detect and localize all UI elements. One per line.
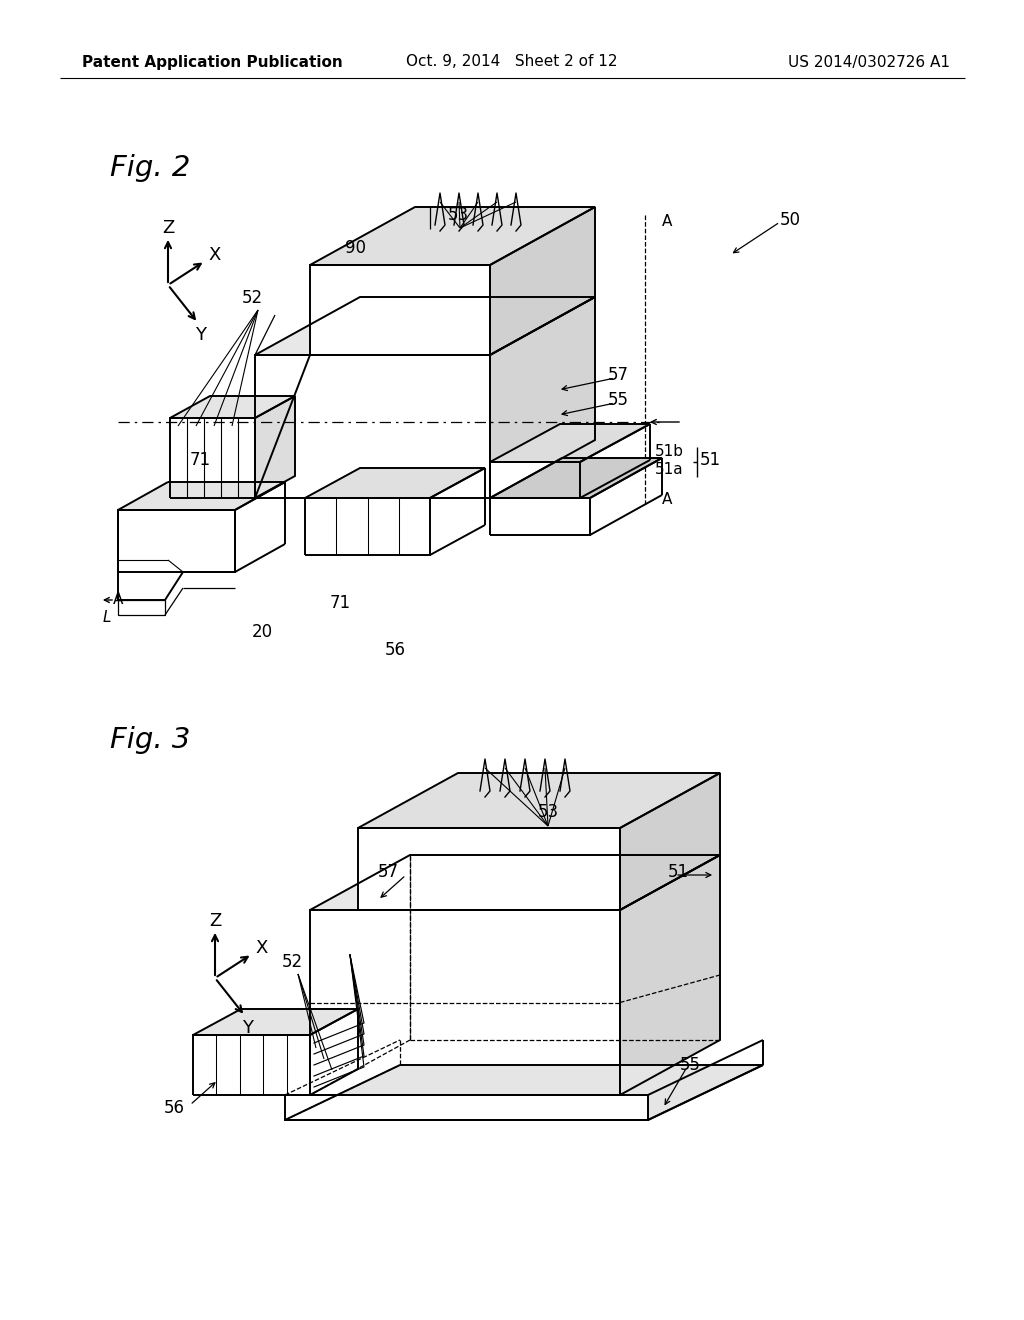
Text: Patent Application Publication: Patent Application Publication (82, 54, 343, 70)
Polygon shape (620, 855, 720, 1096)
Text: 51: 51 (668, 863, 688, 880)
Text: Fig. 3: Fig. 3 (110, 726, 190, 754)
Text: 53: 53 (538, 803, 558, 821)
Text: 53: 53 (447, 206, 469, 224)
Polygon shape (490, 458, 662, 498)
Text: 56: 56 (384, 642, 406, 659)
Text: 57: 57 (607, 366, 629, 384)
Text: 52: 52 (242, 289, 262, 308)
Polygon shape (358, 774, 720, 828)
Polygon shape (193, 1035, 310, 1096)
Polygon shape (193, 1008, 358, 1035)
Polygon shape (118, 482, 285, 510)
Polygon shape (118, 601, 165, 615)
Text: 51a: 51a (655, 462, 684, 478)
Text: 20: 20 (252, 623, 272, 642)
Text: A: A (662, 214, 672, 230)
Text: 52: 52 (282, 953, 302, 972)
Text: Y: Y (243, 1019, 254, 1038)
Polygon shape (255, 355, 490, 498)
Polygon shape (118, 510, 234, 601)
Polygon shape (305, 498, 430, 554)
Polygon shape (118, 510, 234, 572)
Polygon shape (490, 297, 595, 498)
Polygon shape (170, 418, 255, 498)
Text: 51b: 51b (655, 445, 684, 459)
Text: 55: 55 (680, 1056, 700, 1074)
Text: 57: 57 (378, 863, 398, 880)
Text: 55: 55 (607, 391, 629, 409)
Text: Z: Z (162, 219, 174, 238)
Text: 71: 71 (330, 594, 350, 612)
Text: Oct. 9, 2014   Sheet 2 of 12: Oct. 9, 2014 Sheet 2 of 12 (407, 54, 617, 70)
Text: 90: 90 (344, 239, 366, 257)
Text: L: L (102, 610, 112, 626)
Text: 71: 71 (189, 451, 211, 469)
Polygon shape (170, 396, 295, 418)
Polygon shape (490, 424, 650, 462)
Polygon shape (285, 1096, 648, 1119)
Polygon shape (310, 909, 620, 1096)
Polygon shape (490, 462, 580, 498)
Polygon shape (490, 207, 595, 355)
Text: X: X (209, 246, 221, 264)
Polygon shape (310, 855, 720, 909)
Polygon shape (285, 1065, 763, 1119)
Text: A: A (662, 492, 672, 507)
Polygon shape (310, 265, 490, 355)
Polygon shape (358, 828, 620, 909)
Polygon shape (305, 469, 485, 498)
Text: Fig. 2: Fig. 2 (110, 154, 190, 182)
Text: X: X (256, 939, 268, 957)
Polygon shape (255, 297, 595, 355)
Text: 51: 51 (700, 451, 721, 469)
Text: US 2014/0302726 A1: US 2014/0302726 A1 (788, 54, 950, 70)
Polygon shape (490, 498, 590, 535)
Text: 56: 56 (164, 1100, 185, 1117)
Text: Y: Y (196, 326, 207, 345)
Polygon shape (310, 207, 595, 265)
Polygon shape (255, 396, 295, 498)
Text: A: A (113, 593, 123, 607)
Text: 50: 50 (779, 211, 801, 228)
Text: Z: Z (209, 912, 221, 931)
Polygon shape (620, 774, 720, 909)
